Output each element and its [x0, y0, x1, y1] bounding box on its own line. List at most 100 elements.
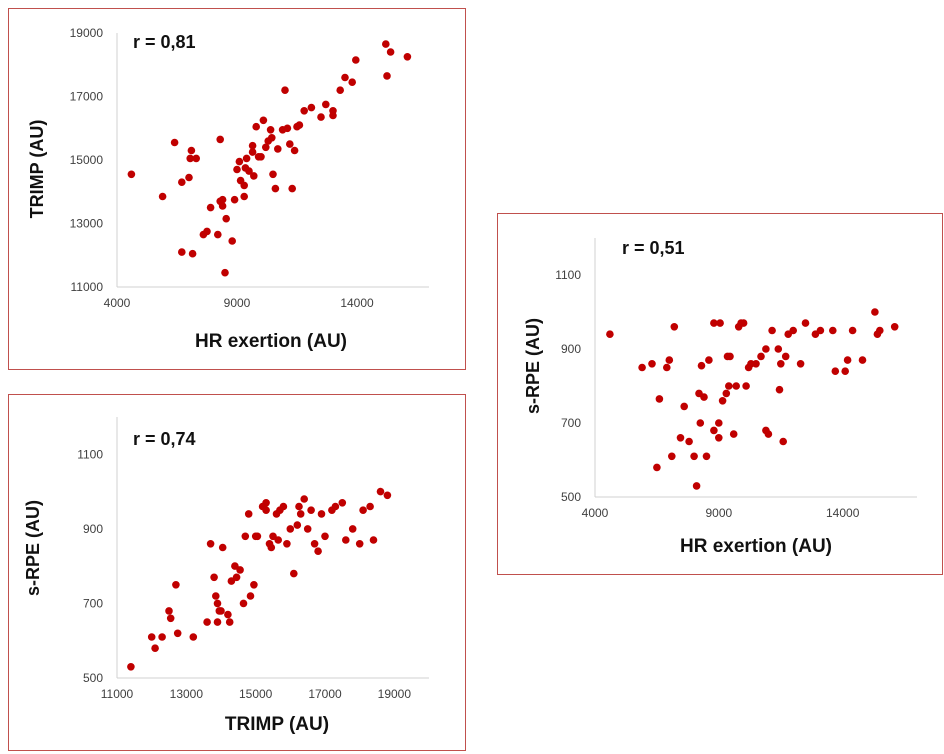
data-point — [757, 352, 765, 361]
data-point — [268, 134, 276, 142]
y-tick-label: 1100 — [555, 268, 581, 282]
data-point — [269, 170, 277, 179]
data-point — [376, 487, 385, 496]
data-point — [293, 521, 302, 529]
data-point — [187, 146, 196, 155]
data-point — [314, 547, 322, 555]
y-tick-label: 900 — [561, 342, 581, 356]
data-point — [718, 397, 727, 405]
data-point — [858, 356, 867, 364]
data-point — [259, 116, 268, 125]
data-point — [178, 178, 186, 186]
data-point — [158, 192, 167, 201]
data-point — [329, 111, 337, 120]
data-point — [188, 249, 197, 258]
data-point — [216, 135, 224, 144]
x-axis-label: TRIMP (AU) — [225, 714, 329, 735]
data-point — [281, 86, 289, 94]
data-point — [233, 165, 241, 174]
data-point — [170, 138, 179, 147]
data-point — [726, 352, 734, 361]
data-point — [762, 345, 770, 353]
data-point — [257, 153, 265, 161]
data-point — [317, 510, 326, 518]
data-point — [239, 599, 248, 608]
data-point — [166, 614, 175, 623]
data-point — [250, 172, 258, 180]
data-point — [322, 100, 330, 109]
x-tick-label: 14000 — [340, 296, 374, 310]
data-point — [225, 618, 234, 626]
data-point — [716, 319, 724, 327]
data-point — [697, 361, 706, 370]
scatter-chart-trimp-vs-hr: 4000 9000 14000 11000 13000 15000 17000 19000 r… — [27, 26, 429, 352]
data-point — [663, 363, 671, 372]
data-point — [841, 367, 849, 375]
data-point — [235, 157, 244, 166]
data-point — [262, 143, 270, 152]
data-point — [307, 506, 315, 514]
data-point — [262, 506, 270, 514]
data-point — [348, 78, 357, 86]
data-point — [403, 53, 412, 61]
data-point — [342, 536, 350, 544]
data-point — [245, 167, 253, 175]
y-tick-label: 15000 — [70, 153, 104, 167]
y-tick-label: 900 — [83, 522, 103, 536]
chart-panel-trimp-vs-hr: 4000 9000 14000 11000 13000 15000 17000 19000 r… — [8, 8, 466, 370]
y-axis-label: TRIMP (AU) — [27, 120, 47, 219]
x-tick-label: 9000 — [224, 296, 251, 310]
data-point — [690, 452, 698, 461]
data-point — [203, 227, 211, 236]
data-point — [871, 308, 879, 316]
data-point — [286, 525, 295, 533]
data-point — [274, 536, 283, 544]
y-tick-label: 11000 — [71, 280, 104, 294]
data-point — [742, 382, 750, 390]
data-point — [267, 543, 276, 552]
data-point — [203, 618, 211, 626]
data-point — [341, 73, 349, 82]
data-point — [222, 214, 230, 223]
data-point — [729, 430, 738, 438]
data-point — [774, 345, 783, 353]
data-point — [383, 72, 391, 80]
data-point — [732, 382, 740, 390]
data-point — [192, 154, 200, 163]
data-point — [246, 592, 255, 600]
data-point — [382, 40, 390, 48]
y-tick-label: 700 — [561, 416, 581, 430]
data-point — [775, 385, 784, 394]
data-point — [224, 610, 232, 619]
data-point — [218, 195, 227, 204]
x-tick-label: 4000 — [104, 296, 131, 310]
scatter-chart-srpe-vs-hr: 4000 9000 14000 500 700 900 1100 r = 0,51 HR e… — [523, 238, 917, 557]
data-point — [700, 393, 708, 401]
data-point — [725, 382, 733, 390]
data-point — [359, 506, 367, 514]
data-point — [218, 202, 227, 210]
data-point — [158, 633, 166, 641]
data-point — [217, 607, 225, 615]
data-point — [789, 326, 797, 335]
data-point — [221, 268, 229, 277]
scatter-chart-srpe-vs-trimp: 11000 13000 15000 17000 19000 500 700 900 1100 r… — [23, 417, 429, 735]
data-point — [876, 326, 884, 335]
correlation-label: r = 0,74 — [133, 429, 196, 449]
data-point — [692, 482, 701, 490]
data-point — [648, 360, 656, 368]
data-point — [206, 540, 215, 548]
data-point — [283, 540, 291, 548]
y-axis-label: s-RPE (AU) — [23, 500, 43, 596]
data-point — [670, 323, 679, 331]
data-point — [715, 434, 723, 442]
y-tick-label: 700 — [83, 596, 103, 610]
data-point — [781, 352, 790, 361]
y-tick-label: 13000 — [70, 217, 104, 231]
y-tick-label: 17000 — [70, 90, 104, 104]
data-point — [383, 491, 392, 500]
data-point — [352, 56, 360, 64]
correlation-label: r = 0,81 — [133, 32, 196, 52]
chart-panel-srpe-vs-hr: 4000 9000 14000 500 700 900 1100 r = 0,51 HR e… — [497, 213, 943, 575]
data-point — [831, 367, 840, 375]
